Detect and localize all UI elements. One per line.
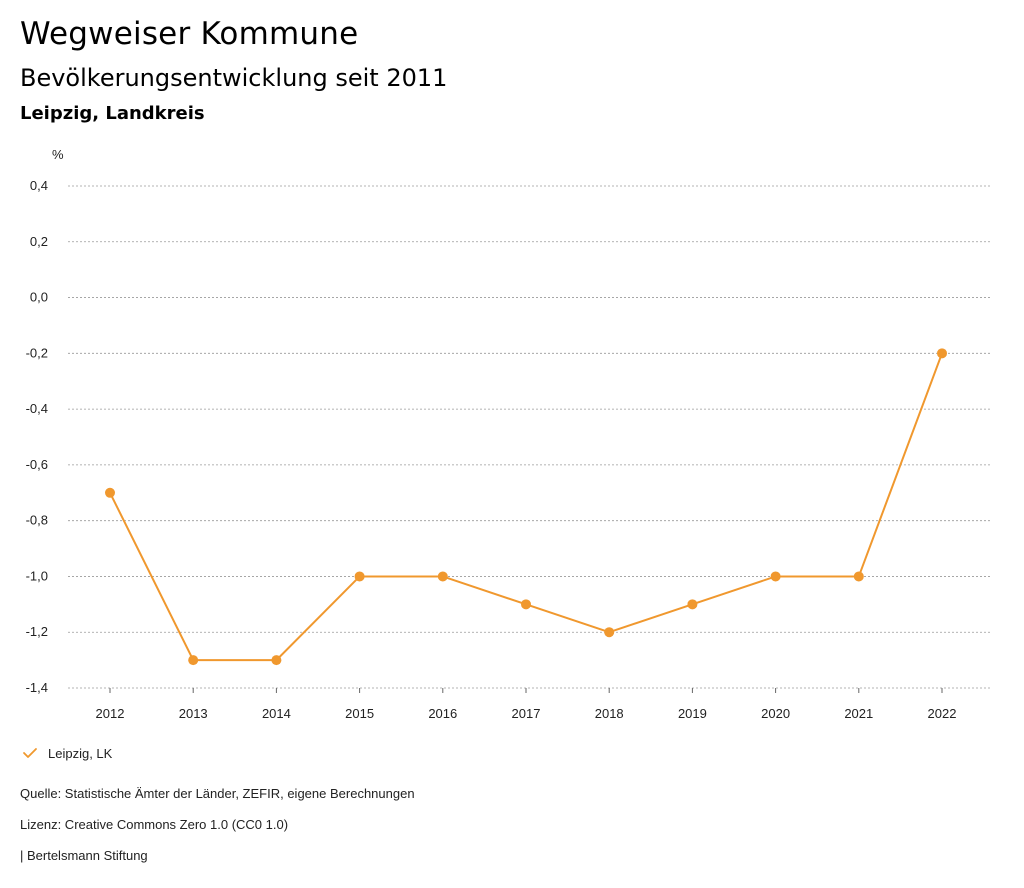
y-tick-label: -0,4 xyxy=(26,401,48,416)
x-tick-label: 2013 xyxy=(179,706,208,721)
x-tick-label: 2014 xyxy=(262,706,291,721)
region-label: Leipzig, Landkreis xyxy=(20,103,205,124)
license-note: Lizenz: Creative Commons Zero 1.0 (CC0 1… xyxy=(20,817,289,832)
data-point[interactable] xyxy=(770,571,781,582)
data-point[interactable] xyxy=(521,599,531,610)
y-tick-label: -1,4 xyxy=(26,680,48,695)
y-tick-label: 0,4 xyxy=(30,178,48,193)
x-tick-label: 2015 xyxy=(345,706,374,721)
x-axis-ticks: 2012 2013 2014 2015 2016 2017 2018 2019 2020 2021… xyxy=(96,688,957,721)
data-point[interactable] xyxy=(188,655,199,666)
series-line xyxy=(109,352,943,662)
y-tick-label: -0,6 xyxy=(26,457,48,472)
publisher-note: | Bertelsmann Stiftung xyxy=(20,848,148,863)
data-point[interactable] xyxy=(437,571,448,582)
data-point[interactable] xyxy=(105,487,115,498)
data-point[interactable] xyxy=(687,599,698,610)
data-point[interactable] xyxy=(937,348,947,359)
x-tick-label: 2017 xyxy=(512,706,541,721)
data-point[interactable] xyxy=(604,627,615,638)
y-tick-label: 0,2 xyxy=(30,234,48,249)
line-chart: % 0,40,20,0-0,2-0,4-0,6-0,8-1,0-1,2-1,4 … xyxy=(26,147,990,721)
data-point[interactable] xyxy=(271,655,282,666)
data-point[interactable] xyxy=(853,571,864,582)
x-tick-label: 2022 xyxy=(928,706,957,721)
x-tick-label: 2019 xyxy=(678,706,707,721)
legend-label: Leipzig, LK xyxy=(48,745,113,761)
x-tick-label: 2012 xyxy=(96,706,125,721)
y-axis-unit: % xyxy=(52,147,64,162)
check-icon xyxy=(22,745,38,761)
source-note: Quelle: Statistische Ämter der Länder, Z… xyxy=(20,786,415,801)
y-tick-label: -1,2 xyxy=(26,624,48,639)
grid-lines xyxy=(68,185,990,689)
y-tick-label: -1,0 xyxy=(26,568,48,583)
y-tick-label: 0,0 xyxy=(30,290,48,305)
y-axis-unit-group: % xyxy=(52,147,64,162)
x-tick-label: 2020 xyxy=(761,706,790,721)
legend[interactable]: Leipzig, LK xyxy=(22,745,112,761)
y-tick-label: -0,2 xyxy=(26,345,48,360)
x-tick-label: 2018 xyxy=(595,706,624,721)
chart-subtitle: Bevölkerungsentwicklung seit 2011 xyxy=(20,64,448,92)
series-group xyxy=(105,348,947,666)
y-axis-ticks: 0,4 0,2 0,0 -0,2 -0,4 -0,6 -0,8 -1,0 -1,2 -1,4 xyxy=(26,178,48,695)
y-tick-label: -0,8 xyxy=(26,513,48,528)
x-tick-label: 2016 xyxy=(428,706,457,721)
data-point[interactable] xyxy=(354,571,365,582)
chart-title: Wegweiser Kommune xyxy=(20,16,359,52)
x-tick-label: 2021 xyxy=(844,706,873,721)
